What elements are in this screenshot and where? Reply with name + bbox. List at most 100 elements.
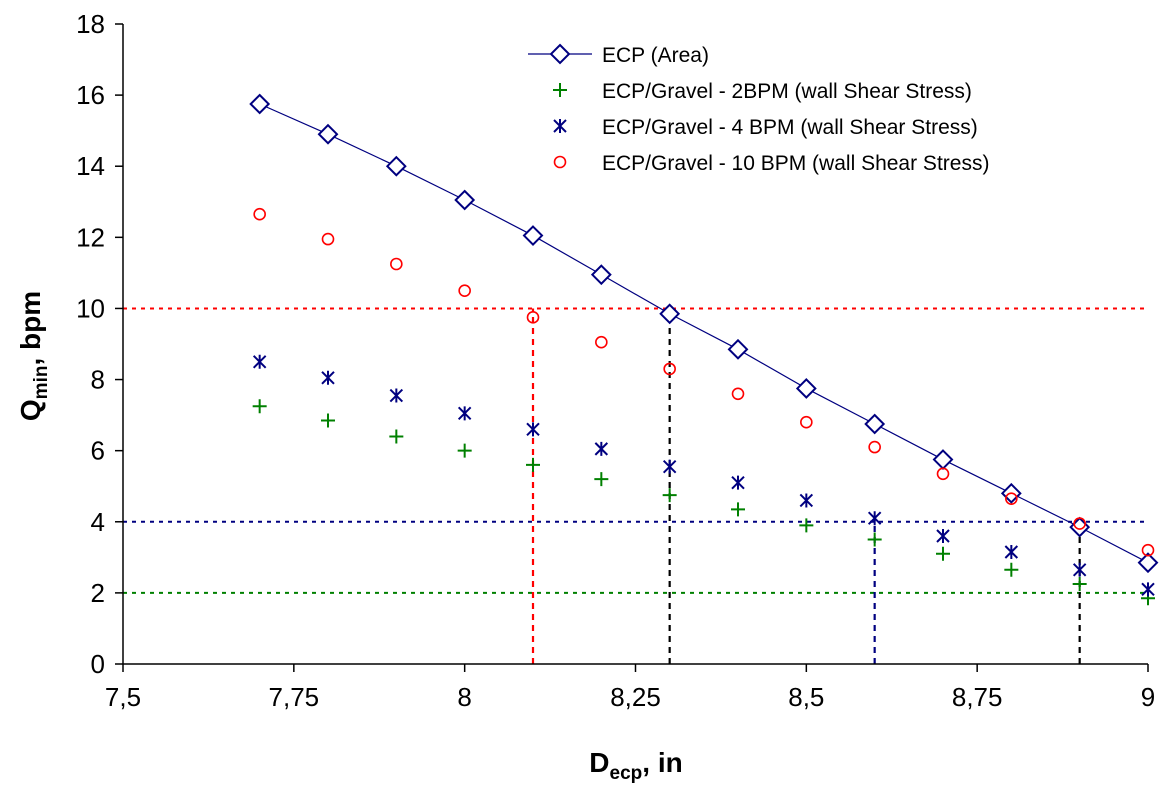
y-tick-label: 12 xyxy=(76,222,105,252)
data-point xyxy=(867,511,882,526)
y-tick-label: 18 xyxy=(76,9,105,39)
legend-marker xyxy=(549,43,571,65)
y-tick-label: 4 xyxy=(91,507,105,537)
data-point xyxy=(1072,577,1087,591)
series-0 xyxy=(249,93,1159,574)
data-point xyxy=(800,415,813,429)
data-point xyxy=(526,422,540,437)
legend-item-1: ECP/Gravel - 2BPM (wall Shear Stress) xyxy=(553,80,972,103)
data-point xyxy=(795,378,817,399)
x-tick-label: 8,25 xyxy=(610,682,661,712)
legend-label: ECP (Area) xyxy=(602,44,709,67)
data-point xyxy=(799,493,814,508)
y-axis-title-subscript: min xyxy=(31,366,52,400)
data-point xyxy=(595,335,608,349)
x-axis-title: Decp, in xyxy=(589,747,682,784)
data-point xyxy=(936,546,950,561)
x-tick-label: 8,5 xyxy=(788,682,824,712)
x-tick-label: 7,75 xyxy=(269,682,320,712)
x-tick-label: 7,5 xyxy=(105,682,141,712)
data-point xyxy=(1004,545,1019,559)
data-point xyxy=(1004,562,1019,577)
data-point xyxy=(526,457,540,472)
data-point xyxy=(663,362,676,376)
data-point xyxy=(457,443,472,458)
data-point xyxy=(1072,562,1087,577)
x-tick-label: 9 xyxy=(1141,682,1155,712)
legend-marker xyxy=(553,119,567,133)
series-2 xyxy=(252,354,1155,597)
y-axis-title-main: Q xyxy=(15,399,46,421)
data-point xyxy=(731,502,745,517)
legend-marker xyxy=(553,155,567,169)
legend-label: ECP/Gravel - 2BPM (wall Shear Stress) xyxy=(602,80,972,103)
x-axis-title-main: D xyxy=(589,747,609,778)
data-point xyxy=(389,429,404,444)
y-axis-title-rest: , bpm xyxy=(15,291,46,366)
data-point xyxy=(864,413,886,435)
plot-area xyxy=(249,93,1159,606)
y-axis-title: Qmin, bpm xyxy=(15,291,52,421)
y-tick-label: 10 xyxy=(76,293,105,323)
data-point xyxy=(594,472,609,487)
x-tick-label: 8,75 xyxy=(952,682,1003,712)
data-point xyxy=(457,406,472,421)
x-tick-label: 8 xyxy=(457,682,471,712)
legend-item-0: ECP (Area) xyxy=(528,43,709,67)
data-point xyxy=(590,264,612,286)
data-point xyxy=(868,440,881,454)
legend: ECP (Area) ECP/Gravel - 2BPM (wall Shear … xyxy=(528,43,989,175)
data-point xyxy=(936,529,950,543)
data-point xyxy=(321,413,335,428)
legend-label: ECP/Gravel - 10 BPM (wall Shear Stress) xyxy=(602,152,989,175)
data-point xyxy=(317,123,339,145)
data-point xyxy=(727,338,749,360)
axes: 0 2 4 6 8 10 12 14 16 18 7,5 7,75 8 8,25 8,5 8,75 9 xyxy=(76,9,1155,712)
data-point xyxy=(321,370,335,385)
legend-item-3: ECP/Gravel - 10 BPM (wall Shear Stress) xyxy=(553,152,989,175)
y-tick-label: 14 xyxy=(76,151,105,181)
data-point xyxy=(1005,492,1018,505)
data-point xyxy=(458,284,471,297)
data-point xyxy=(1141,582,1155,597)
data-point xyxy=(1137,552,1159,574)
data-point xyxy=(731,387,745,401)
x-axis-title-subscript: ecp xyxy=(610,763,643,784)
data-point xyxy=(522,225,544,246)
data-point xyxy=(594,441,609,456)
series-1 xyxy=(252,399,1155,606)
data-point xyxy=(662,488,677,503)
data-point xyxy=(799,518,814,533)
data-point xyxy=(936,467,950,481)
data-point xyxy=(1069,516,1091,538)
legend-marker xyxy=(553,83,567,97)
y-tick-label: 2 xyxy=(91,578,105,608)
y-tick-label: 0 xyxy=(91,649,105,679)
series-3 xyxy=(253,207,1155,557)
data-point xyxy=(253,207,266,221)
data-point xyxy=(385,155,407,177)
legend-label: ECP/Gravel - 4 BPM (wall Shear Stress) xyxy=(602,116,978,139)
legend-item-2: ECP/Gravel - 4 BPM (wall Shear Stress) xyxy=(553,116,978,139)
data-point xyxy=(249,93,271,115)
y-tick-label: 16 xyxy=(76,80,105,110)
reference-lines xyxy=(123,307,1148,664)
x-axis-title-rest: , in xyxy=(642,747,682,778)
data-point xyxy=(1073,517,1086,530)
data-point xyxy=(390,257,403,271)
data-point xyxy=(454,189,476,211)
data-point xyxy=(659,303,681,325)
data-point xyxy=(932,449,954,470)
data-point xyxy=(731,475,745,490)
data-point xyxy=(662,459,677,474)
data-point xyxy=(526,311,540,324)
y-tick-label: 8 xyxy=(91,365,105,395)
data-point xyxy=(389,388,404,403)
series-line xyxy=(259,103,1149,564)
data-point xyxy=(1141,543,1155,557)
data-point xyxy=(252,354,267,369)
data-point xyxy=(252,399,267,414)
data-point xyxy=(321,232,335,246)
data-point xyxy=(867,532,882,547)
